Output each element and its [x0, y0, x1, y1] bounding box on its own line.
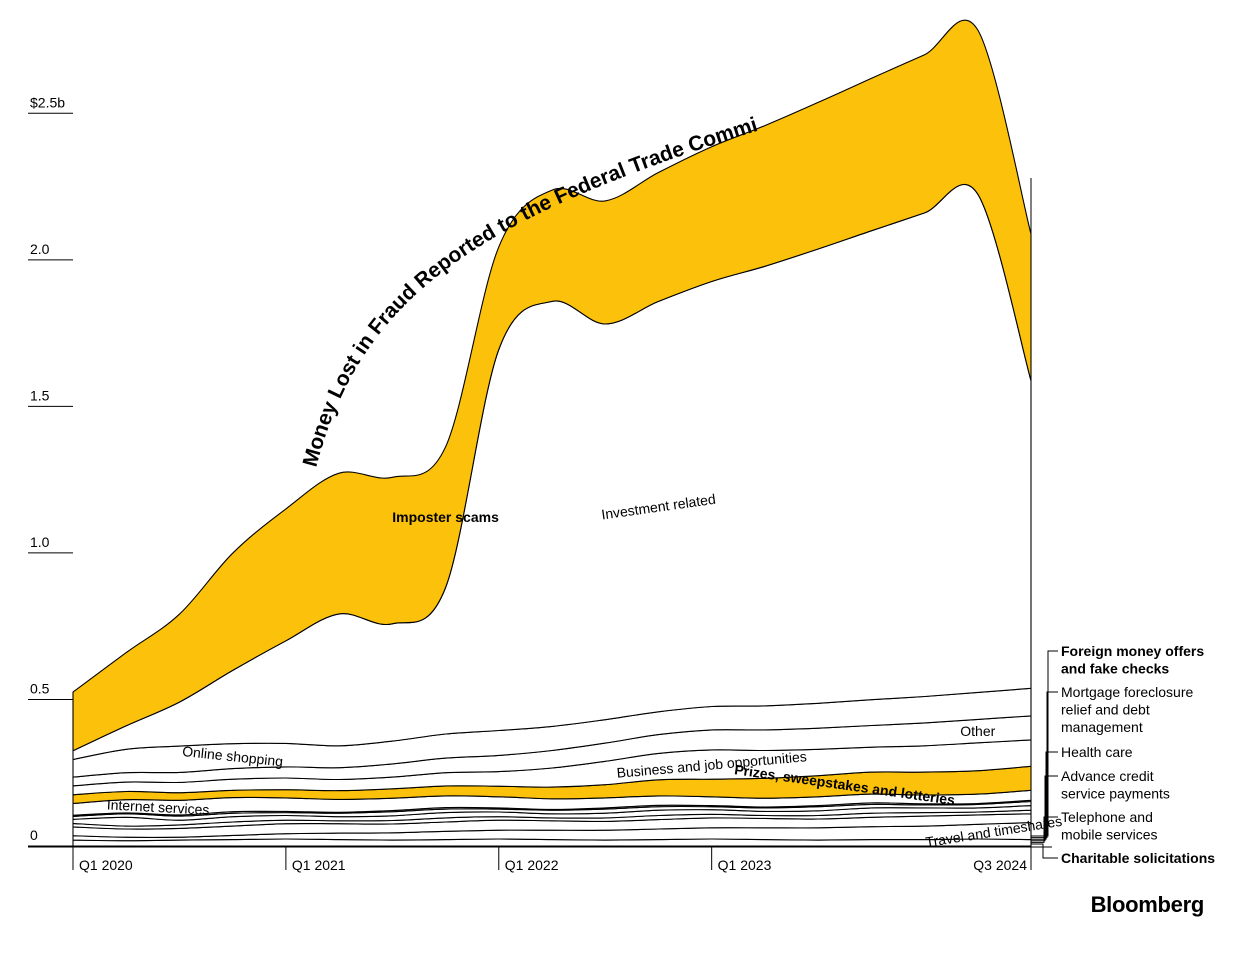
legend-label-advance-credit-service-payments-0: Advance credit	[1061, 768, 1154, 784]
legend-label-mortgage-foreclosure-relief-and-debt-management-0: Mortgage foreclosure	[1061, 684, 1194, 700]
legend-label-mortgage-foreclosure-relief-and-debt-management-1: relief and debt	[1061, 702, 1150, 718]
x-tick-label-q1-2022: Q1 2022	[505, 857, 559, 873]
bloomberg-logo: Bloomberg	[1091, 892, 1204, 917]
y-tick-label-1-0: 1.0	[30, 534, 50, 550]
x-tick-label-q3-2024: Q3 2024	[973, 857, 1027, 873]
y-tick-label-2-5b: $2.5b	[30, 94, 65, 110]
legend-connector-health-care	[1031, 751, 1058, 840]
legend-label-foreign-money-offers-and-fake-checks-1: and fake checks	[1061, 661, 1169, 677]
area-imposter-scams	[72, 19, 1032, 752]
legend-label-telephone-and-mobile-services-1: mobile services	[1061, 827, 1157, 843]
x-axis: Q1 2020 Q1 2021 Q1 2022 Q1 2023 Q3 2024	[28, 178, 1052, 873]
legend: Foreign money offers and fake checks Mortg…	[1031, 643, 1215, 866]
x-tick-label-q1-2023: Q1 2023	[718, 857, 772, 873]
annotation-internet-services: Internet services	[106, 796, 209, 817]
legend-label-health-care-0: Health care	[1061, 744, 1133, 760]
x-tick-label-q1-2021: Q1 2021	[292, 857, 346, 873]
y-axis: $2.5b 2.0 1.5 1.0 0.5 0	[28, 94, 73, 847]
annotation-imposter-scams: Imposter scams	[392, 509, 499, 525]
y-tick-label-0: 0	[30, 827, 38, 843]
annotation-other: Other	[960, 723, 995, 739]
y-tick-label-2-0: 2.0	[30, 241, 50, 257]
legend-connector-advance-credit-service-payments	[1031, 775, 1058, 842]
legend-label-telephone-and-mobile-services-0: Telephone and	[1061, 809, 1153, 825]
legend-label-advance-credit-service-payments-1: service payments	[1061, 786, 1170, 802]
legend-connector-foreign-money-offers-and-fake-checks	[1031, 650, 1058, 837]
legend-connector-charitable-solicitations	[1031, 843, 1058, 859]
legend-label-mortgage-foreclosure-relief-and-debt-management-2: management	[1061, 719, 1143, 735]
legend-connector-mortgage-foreclosure-relief-and-debt-management	[1031, 691, 1058, 839]
legend-label-charitable-solicitations-0: Charitable solicitations	[1061, 850, 1215, 866]
stacked-areas	[72, 19, 1032, 847]
legend-label-foreign-money-offers-and-fake-checks-0: Foreign money offers	[1061, 643, 1204, 659]
y-tick-label-1-5: 1.5	[30, 387, 50, 403]
y-tick-label-0-5: 0.5	[30, 680, 50, 696]
x-tick-label-q1-2020: Q1 2020	[79, 857, 133, 873]
legend-connector-telephone-and-mobile-services	[1031, 816, 1058, 843]
